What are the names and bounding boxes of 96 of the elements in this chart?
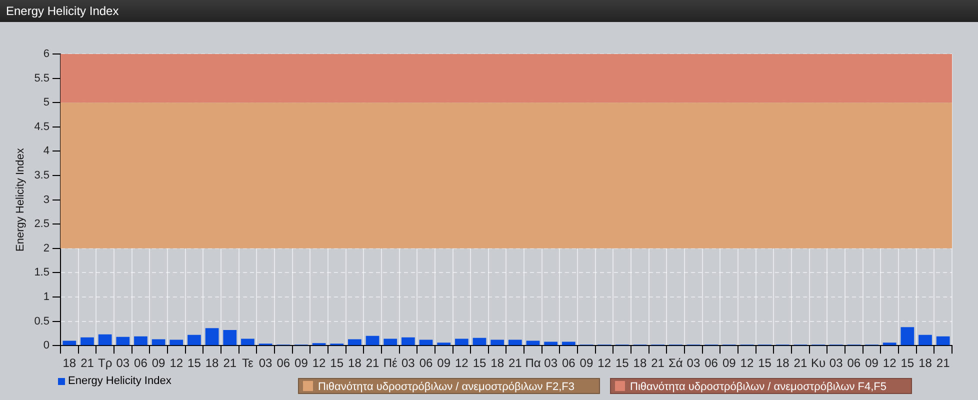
- bar: [116, 336, 130, 346]
- x-tick-label: 18: [490, 356, 504, 370]
- x-tick-label: 06: [847, 356, 861, 370]
- bar: [188, 334, 201, 346]
- x-tick-label: 03: [686, 356, 700, 370]
- x-tick-label: Πα: [525, 356, 541, 370]
- y-tick-label: 3.5: [34, 170, 50, 182]
- x-tick-label: Σά: [668, 356, 683, 370]
- bar: [241, 338, 254, 346]
- y-tick-label: 1.5: [34, 266, 50, 279]
- legend-label: Energy Helicity Index: [67, 375, 172, 387]
- bar: [384, 338, 398, 346]
- bar: [62, 340, 76, 346]
- x-tick-label: 03: [829, 356, 844, 370]
- bar: [936, 336, 950, 346]
- x-tick-label: 06: [704, 356, 718, 370]
- x-tick-label: 06: [276, 356, 290, 370]
- x-tick-label: 03: [116, 356, 130, 370]
- y-tick-label: 0: [43, 340, 50, 352]
- bar: [472, 338, 486, 346]
- x-tick-label: Πέ: [383, 356, 398, 370]
- x-tick-label: 12: [170, 356, 184, 370]
- x-tick-label: 15: [188, 356, 202, 370]
- y-tick-label: 3: [43, 194, 50, 206]
- x-tick-label: 12: [454, 356, 469, 370]
- bar: [437, 342, 451, 346]
- chart-title: Energy Helicity Index: [0, 0, 978, 22]
- x-tick-label: 09: [580, 356, 594, 370]
- bar: [348, 339, 362, 346]
- bar: [882, 342, 896, 346]
- x-tick-label: 06: [562, 356, 576, 370]
- x-tick-label: 21: [651, 356, 665, 370]
- x-tick-label: 15: [758, 356, 772, 370]
- x-tick-label: 09: [865, 356, 879, 370]
- legend-label: Πιθανότητα υδροστρόβιλων / ανεμοστρόβιλων F4,F5: [610, 378, 912, 394]
- bar: [170, 340, 184, 346]
- bar: [419, 340, 433, 346]
- y-tick-label: 4.5: [34, 120, 50, 133]
- x-tick-label: 09: [437, 356, 451, 370]
- bar: [134, 336, 148, 346]
- bar: [80, 337, 94, 346]
- y-axis-title: Energy Helicity Index: [14, 148, 27, 252]
- bar: [223, 330, 237, 346]
- x-tick-label: 15: [900, 356, 914, 370]
- x-tick-label: 18: [348, 356, 362, 370]
- x-tick-label: 12: [882, 356, 897, 370]
- legend-label: Πιθανότητα υδροστρόβιλων / ανεμοστρόβιλων F2,F3: [298, 378, 600, 394]
- x-tick-label: 09: [152, 356, 166, 370]
- x-tick-label: 21: [936, 356, 950, 370]
- x-tick-label: 21: [80, 356, 94, 370]
- x-tick-label: 03: [402, 356, 416, 370]
- x-tick-label: 21: [223, 356, 237, 370]
- x-tick-label: 09: [294, 356, 308, 370]
- x-tick-label: Κυ: [810, 356, 826, 370]
- x-tick-label: 18: [633, 356, 647, 370]
- y-tick-label: 5.5: [34, 72, 50, 84]
- x-tick-label: 15: [472, 356, 486, 370]
- bar: [900, 327, 914, 346]
- x-tick-label: Τρ: [98, 356, 112, 370]
- x-tick-label: 18: [776, 356, 790, 370]
- bar: [562, 342, 576, 346]
- bar: [98, 334, 112, 346]
- x-tick-label: 12: [312, 356, 326, 370]
- x-tick-label: 21: [508, 356, 522, 370]
- y-tick-label: 6: [43, 48, 50, 60]
- bar: [508, 340, 522, 346]
- bar: [918, 334, 932, 346]
- x-tick-label: 06: [419, 356, 434, 370]
- y-tick-label: 2.5: [34, 218, 50, 230]
- bar: [205, 328, 219, 346]
- x-tick-label: 09: [722, 356, 736, 370]
- bar: [454, 338, 468, 346]
- x-tick-label: 06: [134, 356, 148, 370]
- x-tick-label: 18: [62, 356, 76, 370]
- bar: [490, 340, 504, 346]
- bar: [526, 340, 540, 346]
- x-tick-label: 15: [615, 356, 630, 370]
- bar: [366, 336, 380, 346]
- bar: [152, 339, 166, 346]
- x-tick-label: 12: [598, 356, 612, 370]
- y-tick-label: 1: [43, 291, 50, 304]
- x-tick-label: 21: [794, 356, 808, 370]
- x-tick-label: 21: [366, 356, 380, 370]
- y-tick-label: 0.5: [34, 315, 50, 328]
- y-tick-label: 4: [43, 145, 50, 158]
- bar: [401, 337, 415, 346]
- x-tick-label: 15: [330, 356, 344, 370]
- bar: [544, 342, 558, 346]
- y-tick-label: 5: [43, 96, 50, 109]
- y-tick-label: 2: [43, 242, 50, 254]
- x-tick-label: 03: [258, 356, 273, 370]
- x-tick-label: 18: [918, 356, 932, 370]
- x-tick-label: 18: [205, 356, 220, 370]
- x-tick-label: Τε: [242, 356, 254, 370]
- x-tick-label: 03: [544, 356, 558, 370]
- x-tick-label: 12: [740, 356, 754, 370]
